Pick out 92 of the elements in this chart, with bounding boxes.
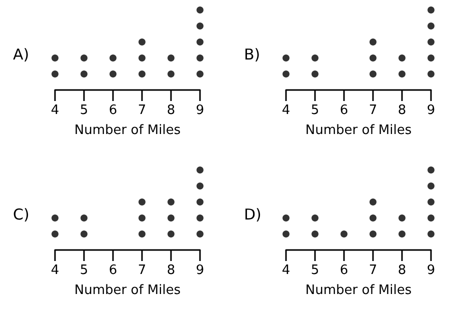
point [428, 182, 434, 190]
x-tick-label: 5 [80, 263, 88, 278]
x-axis-title: Number of Miles [74, 283, 181, 298]
point [80, 70, 88, 78]
x-tick-label: 8 [166, 103, 176, 118]
point [370, 198, 376, 206]
point [52, 214, 58, 222]
x-tick-label: 9 [196, 263, 204, 278]
point [110, 54, 116, 62]
x-tick-label: 9 [196, 103, 204, 118]
x-tick-label: 6 [340, 103, 348, 118]
point [196, 182, 204, 190]
point [168, 70, 174, 78]
x-tick-label: 6 [108, 103, 118, 118]
point [312, 230, 318, 238]
point [196, 166, 204, 174]
text: D) [244, 206, 262, 224]
point [80, 54, 88, 62]
x-tick-label: 6 [108, 263, 118, 278]
point [428, 70, 434, 78]
point [370, 38, 376, 46]
point [168, 214, 174, 222]
x-tick-label: 9 [426, 263, 436, 278]
point [282, 54, 290, 62]
point [138, 38, 146, 46]
text: C) [13, 206, 30, 224]
x-tick-label: 8 [166, 263, 176, 278]
x-tick-label: 4 [282, 103, 290, 118]
text: A) [13, 46, 30, 64]
x-tick-label: 7 [368, 103, 378, 118]
point [312, 54, 318, 62]
point [168, 230, 174, 238]
x-tick-label: 5 [310, 103, 320, 118]
x-axis-title: Number of Miles [305, 283, 412, 298]
x-tick-label: 4 [282, 263, 290, 278]
point [196, 230, 204, 238]
point [138, 198, 146, 206]
point [138, 214, 146, 222]
point [196, 70, 204, 78]
point [370, 230, 376, 238]
point [196, 6, 204, 14]
point [428, 214, 434, 222]
point [370, 54, 376, 62]
point [370, 214, 376, 222]
point [428, 198, 434, 206]
x-tick-label: 9 [426, 103, 436, 118]
x-tick-label: 4 [50, 103, 60, 118]
point [312, 214, 318, 222]
point [282, 230, 290, 238]
point [52, 54, 58, 62]
point [398, 70, 406, 78]
text: B) [244, 46, 260, 64]
point [428, 54, 434, 62]
point [196, 22, 204, 30]
point [138, 70, 146, 78]
x-tick-label: 6 [340, 263, 348, 278]
x-axis-title: Number of Miles [74, 123, 181, 138]
x-tick-label: 5 [310, 263, 320, 278]
point [196, 214, 204, 222]
point [340, 230, 348, 238]
x-tick-label: 8 [398, 263, 406, 278]
point [428, 230, 434, 238]
point [312, 70, 318, 78]
point [168, 198, 174, 206]
point [398, 230, 406, 238]
point [370, 70, 376, 78]
point [168, 54, 174, 62]
x-tick-label: 8 [398, 103, 406, 118]
point [282, 214, 290, 222]
point [52, 230, 58, 238]
x-tick-label: 7 [138, 263, 146, 278]
x-tick-label: 4 [50, 263, 60, 278]
point [398, 54, 406, 62]
x-tick-label: 7 [138, 103, 146, 118]
point [428, 6, 434, 14]
point [110, 70, 116, 78]
x-tick-label: 5 [80, 103, 88, 118]
point [80, 214, 88, 222]
point [196, 38, 204, 46]
point [428, 166, 434, 174]
point [428, 38, 434, 46]
x-axis-title: Number of Miles [305, 123, 412, 138]
point [80, 230, 88, 238]
point [138, 230, 146, 238]
point [196, 54, 204, 62]
point [282, 70, 290, 78]
point [428, 22, 434, 30]
x-tick-label: 7 [368, 263, 378, 278]
point [52, 70, 58, 78]
point [196, 198, 204, 206]
point [398, 214, 406, 222]
point [138, 54, 146, 62]
